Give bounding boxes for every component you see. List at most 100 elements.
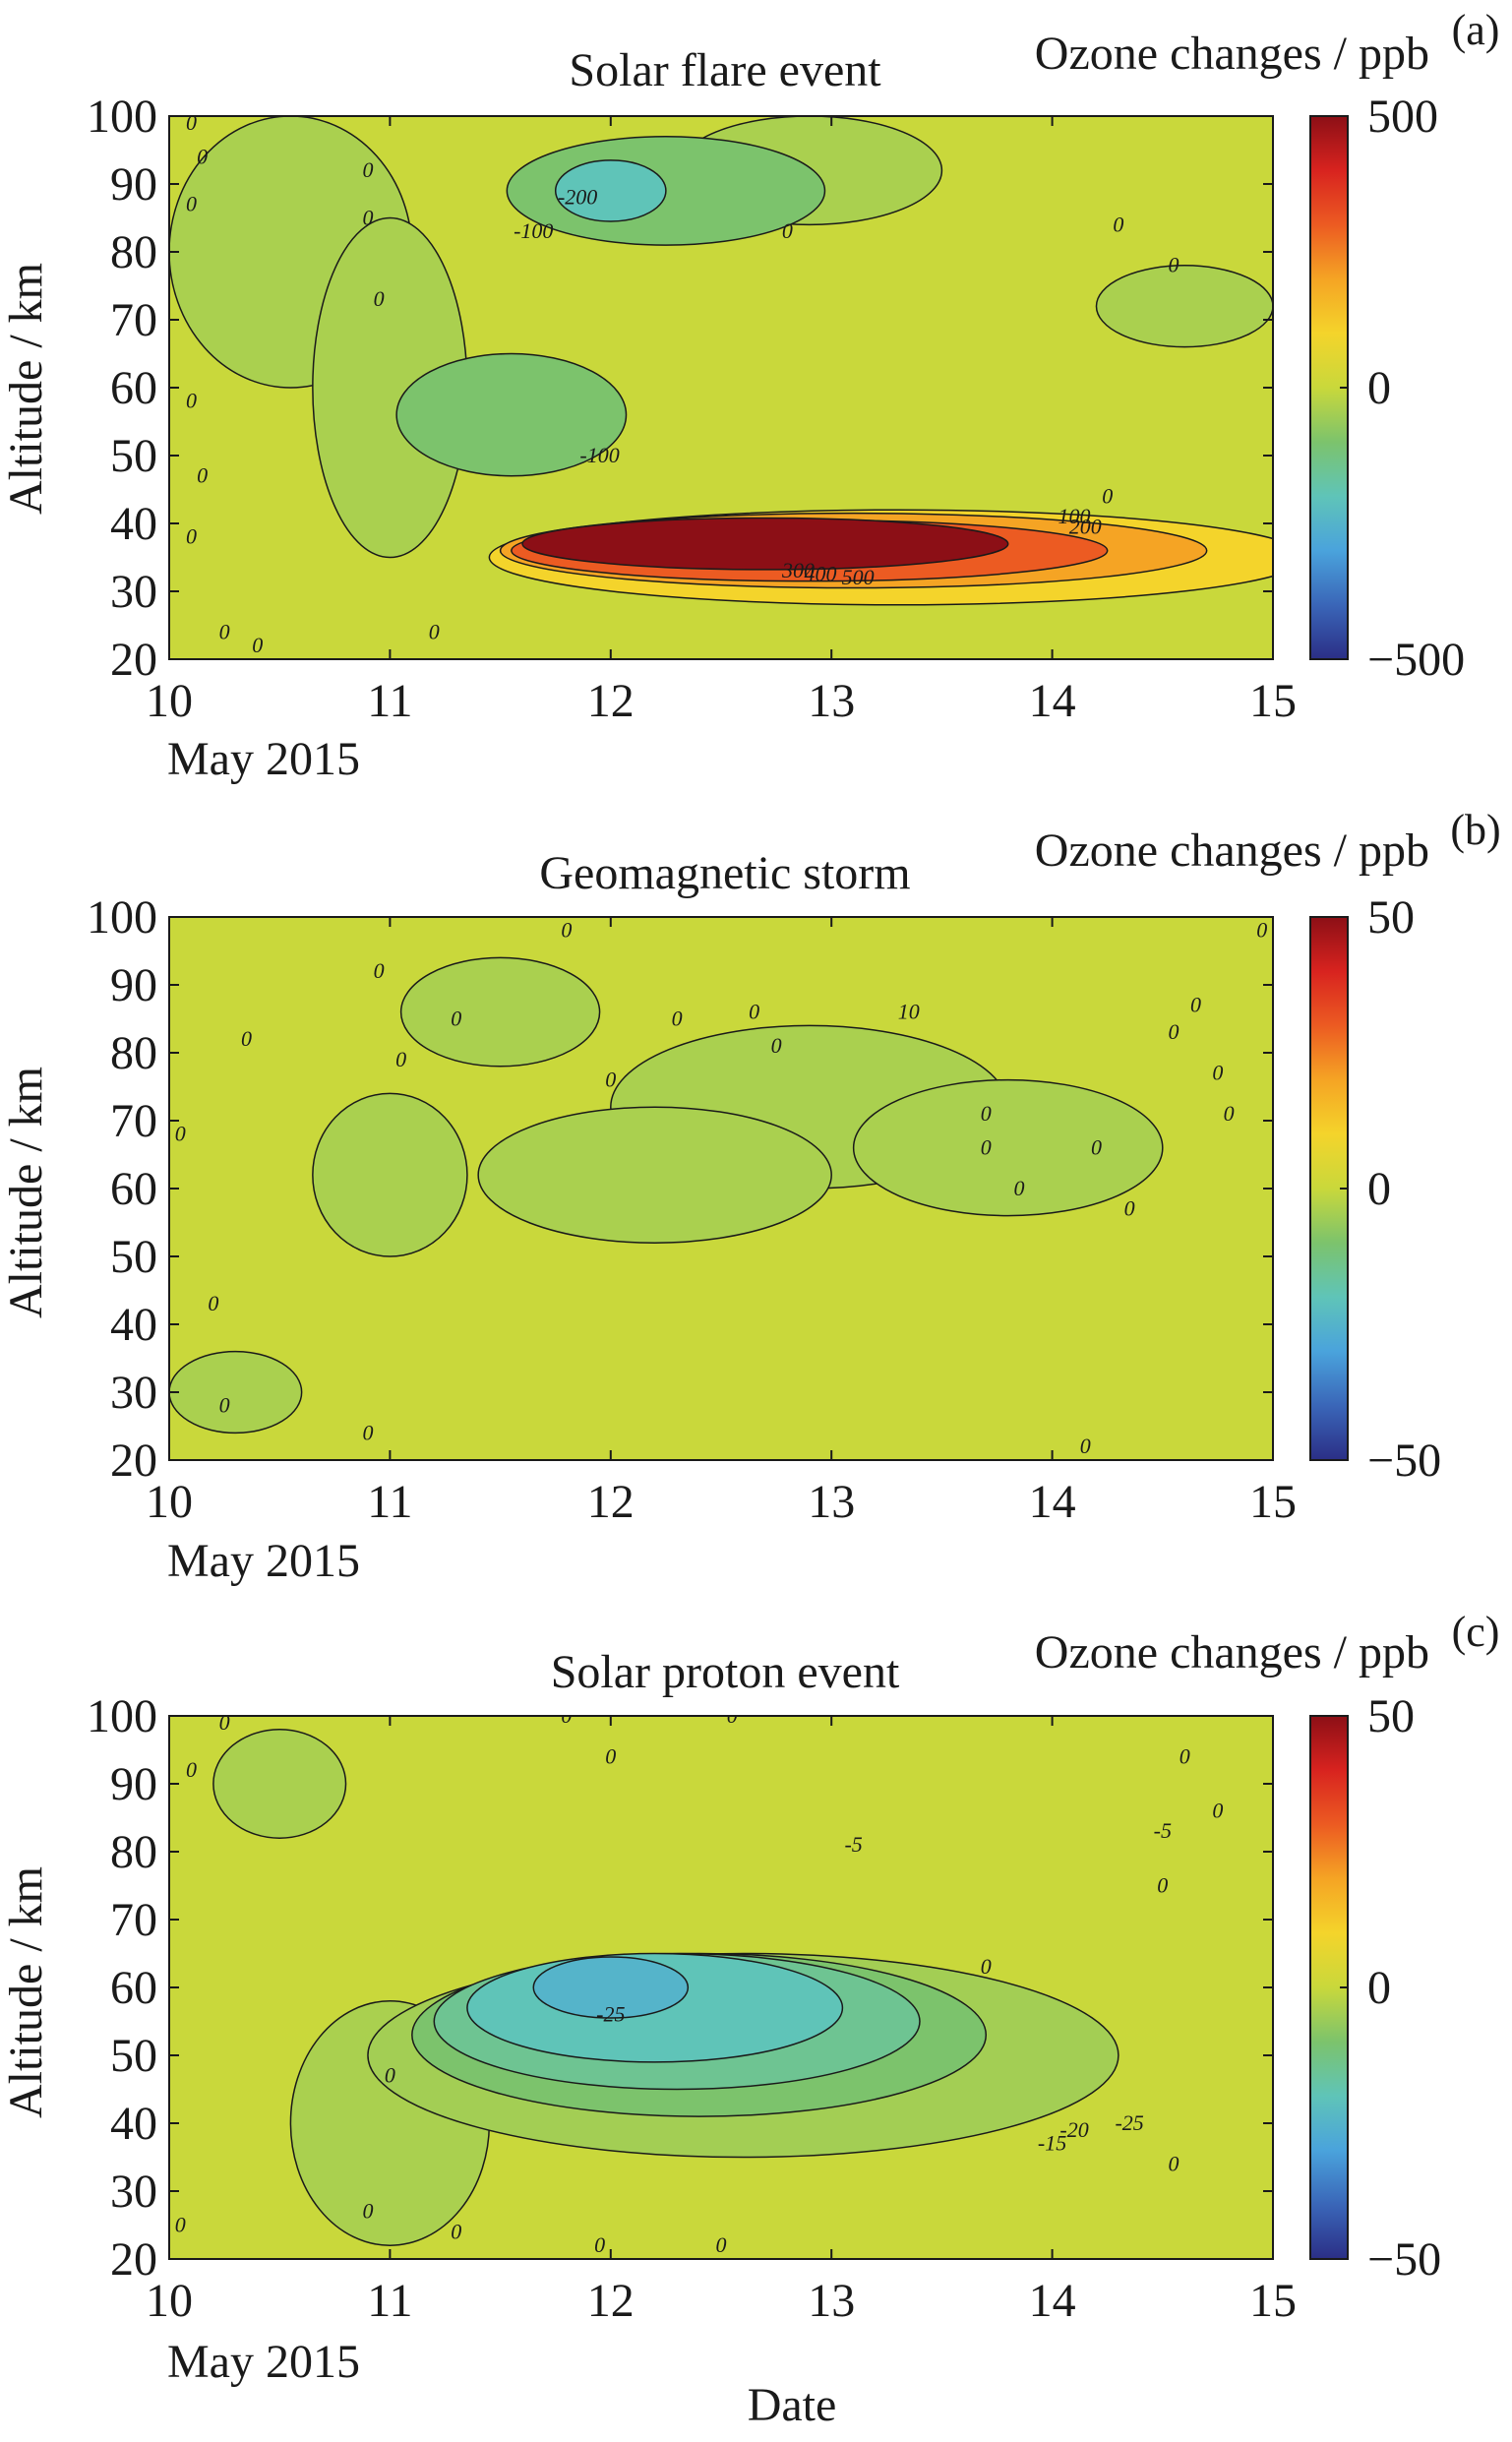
contour-label: 0 — [395, 1047, 406, 1071]
colorbar-tick-label: 50 — [1367, 1690, 1415, 1742]
panel-solar-flare: Solar flare event Ozone changes / ppb (a… — [0, 6, 1499, 785]
contour-label: -15 — [1038, 2131, 1066, 2156]
contour-label: 0 — [175, 2212, 186, 2236]
x-tick-label: 10 — [146, 675, 193, 727]
y-tick-label: 20 — [110, 2233, 157, 2286]
y-axis-label: Altitude / km — [0, 1067, 52, 1318]
contour-label: 0 — [716, 2232, 727, 2257]
y-tick-label: 70 — [110, 1095, 157, 1147]
contour-label: 0 — [981, 1954, 992, 1979]
noise-patch — [169, 1350, 303, 1435]
contour-label: -5 — [844, 1832, 862, 1857]
noise-patch — [399, 956, 601, 1068]
y-tick-label: 100 — [87, 891, 157, 944]
contour-region — [554, 159, 667, 222]
x-axis-label: May 2015 — [167, 733, 360, 785]
contour-region — [395, 352, 628, 477]
contour-region — [521, 517, 1009, 571]
contour-label: 0 — [197, 144, 208, 168]
colorbar-tick-label: 50 — [1367, 891, 1415, 944]
x-tick-label: 15 — [1249, 675, 1297, 727]
contour-label: -100 — [579, 443, 619, 467]
colorbar-label: Ozone changes / ppb — [1035, 28, 1429, 80]
colorbar-tick-label: 0 — [1367, 362, 1391, 414]
contour-label: 0 — [186, 110, 197, 135]
x-tick-label: 14 — [1029, 675, 1076, 727]
noise-patch — [852, 1078, 1164, 1217]
panel-title: Geomagnetic storm — [539, 847, 910, 899]
panel-solar-proton: Solar proton event Ozone changes / ppb (… — [0, 1608, 1499, 2388]
colorbar: 500 0 −500 — [1309, 91, 1465, 686]
contour-label: 0 — [241, 1026, 252, 1051]
colorbar-tick-label: −500 — [1367, 634, 1465, 686]
x-tick-label: 15 — [1249, 2275, 1297, 2327]
contour-label: 0 — [594, 2232, 605, 2257]
contour-label: 100 — [1058, 504, 1091, 528]
contour-label: 0 — [672, 1006, 683, 1030]
panel-title: Solar proton event — [551, 1646, 900, 1698]
contour-label: 0 — [1091, 1135, 1102, 1160]
noise-patch — [312, 1092, 468, 1257]
contour-label: 0 — [208, 1291, 218, 1315]
contour-label: 0 — [374, 958, 385, 983]
y-tick-label: 50 — [110, 430, 157, 482]
colorbar: 50 0 −50 — [1309, 891, 1441, 1487]
y-tick-label: 60 — [110, 362, 157, 414]
x-tick-label: 13 — [808, 2275, 855, 2327]
contour-label: 0 — [197, 463, 208, 488]
contour-label: -25 — [596, 2002, 625, 2027]
x-tick-label: 11 — [367, 2275, 412, 2327]
contour-label: 0 — [362, 205, 373, 229]
y-axis-label: Altitude / km — [0, 1866, 52, 2118]
panel-id: (a) — [1452, 6, 1500, 54]
y-tick-label: 90 — [110, 158, 157, 211]
contour-label: 0 — [605, 1068, 616, 1092]
contour-label: 0 — [186, 524, 197, 549]
contour-label: 0 — [1169, 2151, 1179, 2175]
y-tick-label: 40 — [110, 1299, 157, 1351]
shared-x-axis-label: Date — [748, 2379, 837, 2431]
colorbar-tick-label: −50 — [1367, 2233, 1441, 2286]
y-tick-label: 100 — [87, 91, 157, 143]
contour-label: 0 — [1102, 483, 1113, 508]
colorbar-label: Ozone changes / ppb — [1035, 824, 1429, 877]
y-tick-label: 20 — [110, 634, 157, 686]
y-tick-label: 40 — [110, 2098, 157, 2150]
contour-label: 0 — [186, 192, 197, 216]
x-tick-label: 12 — [587, 675, 635, 727]
contour-label: 0 — [771, 1033, 782, 1058]
contour-label: -200 — [558, 185, 597, 210]
contour-label: 0 — [186, 389, 197, 413]
contour-label: 0 — [1190, 993, 1201, 1017]
x-axis-label: May 2015 — [167, 2336, 360, 2388]
contour-label: -100 — [514, 218, 553, 243]
y-tick-label: 50 — [110, 2030, 157, 2082]
y-tick-label: 100 — [87, 1690, 157, 1742]
contour-label: -20 — [1059, 2117, 1088, 2142]
contour-label: 0 — [1179, 1743, 1190, 1768]
x-tick-label: 13 — [808, 1476, 855, 1528]
noise-patch — [1095, 265, 1273, 348]
contour-label: 500 — [842, 565, 875, 589]
y-tick-label: 50 — [110, 1231, 157, 1283]
x-axis-label: May 2015 — [167, 1535, 360, 1587]
contour-label: 0 — [374, 286, 385, 311]
panel-geomagnetic-storm: Geomagnetic storm Ozone changes / ppb (b… — [0, 806, 1501, 1587]
y-tick-label: 20 — [110, 1435, 157, 1487]
y-tick-label: 60 — [110, 1962, 157, 2014]
y-tick-label: 30 — [110, 1367, 157, 1419]
contour-label: 0 — [1013, 1176, 1024, 1200]
colorbar-tick-label: 0 — [1367, 1163, 1391, 1215]
contour-label: -25 — [1115, 2110, 1143, 2135]
y-tick-label: 90 — [110, 959, 157, 1011]
panel-id: (c) — [1452, 1608, 1500, 1656]
y-axis-label: Altitude / km — [0, 263, 52, 515]
y-tick-label: 90 — [110, 1758, 157, 1810]
contour-label: 0 — [1157, 1872, 1168, 1897]
